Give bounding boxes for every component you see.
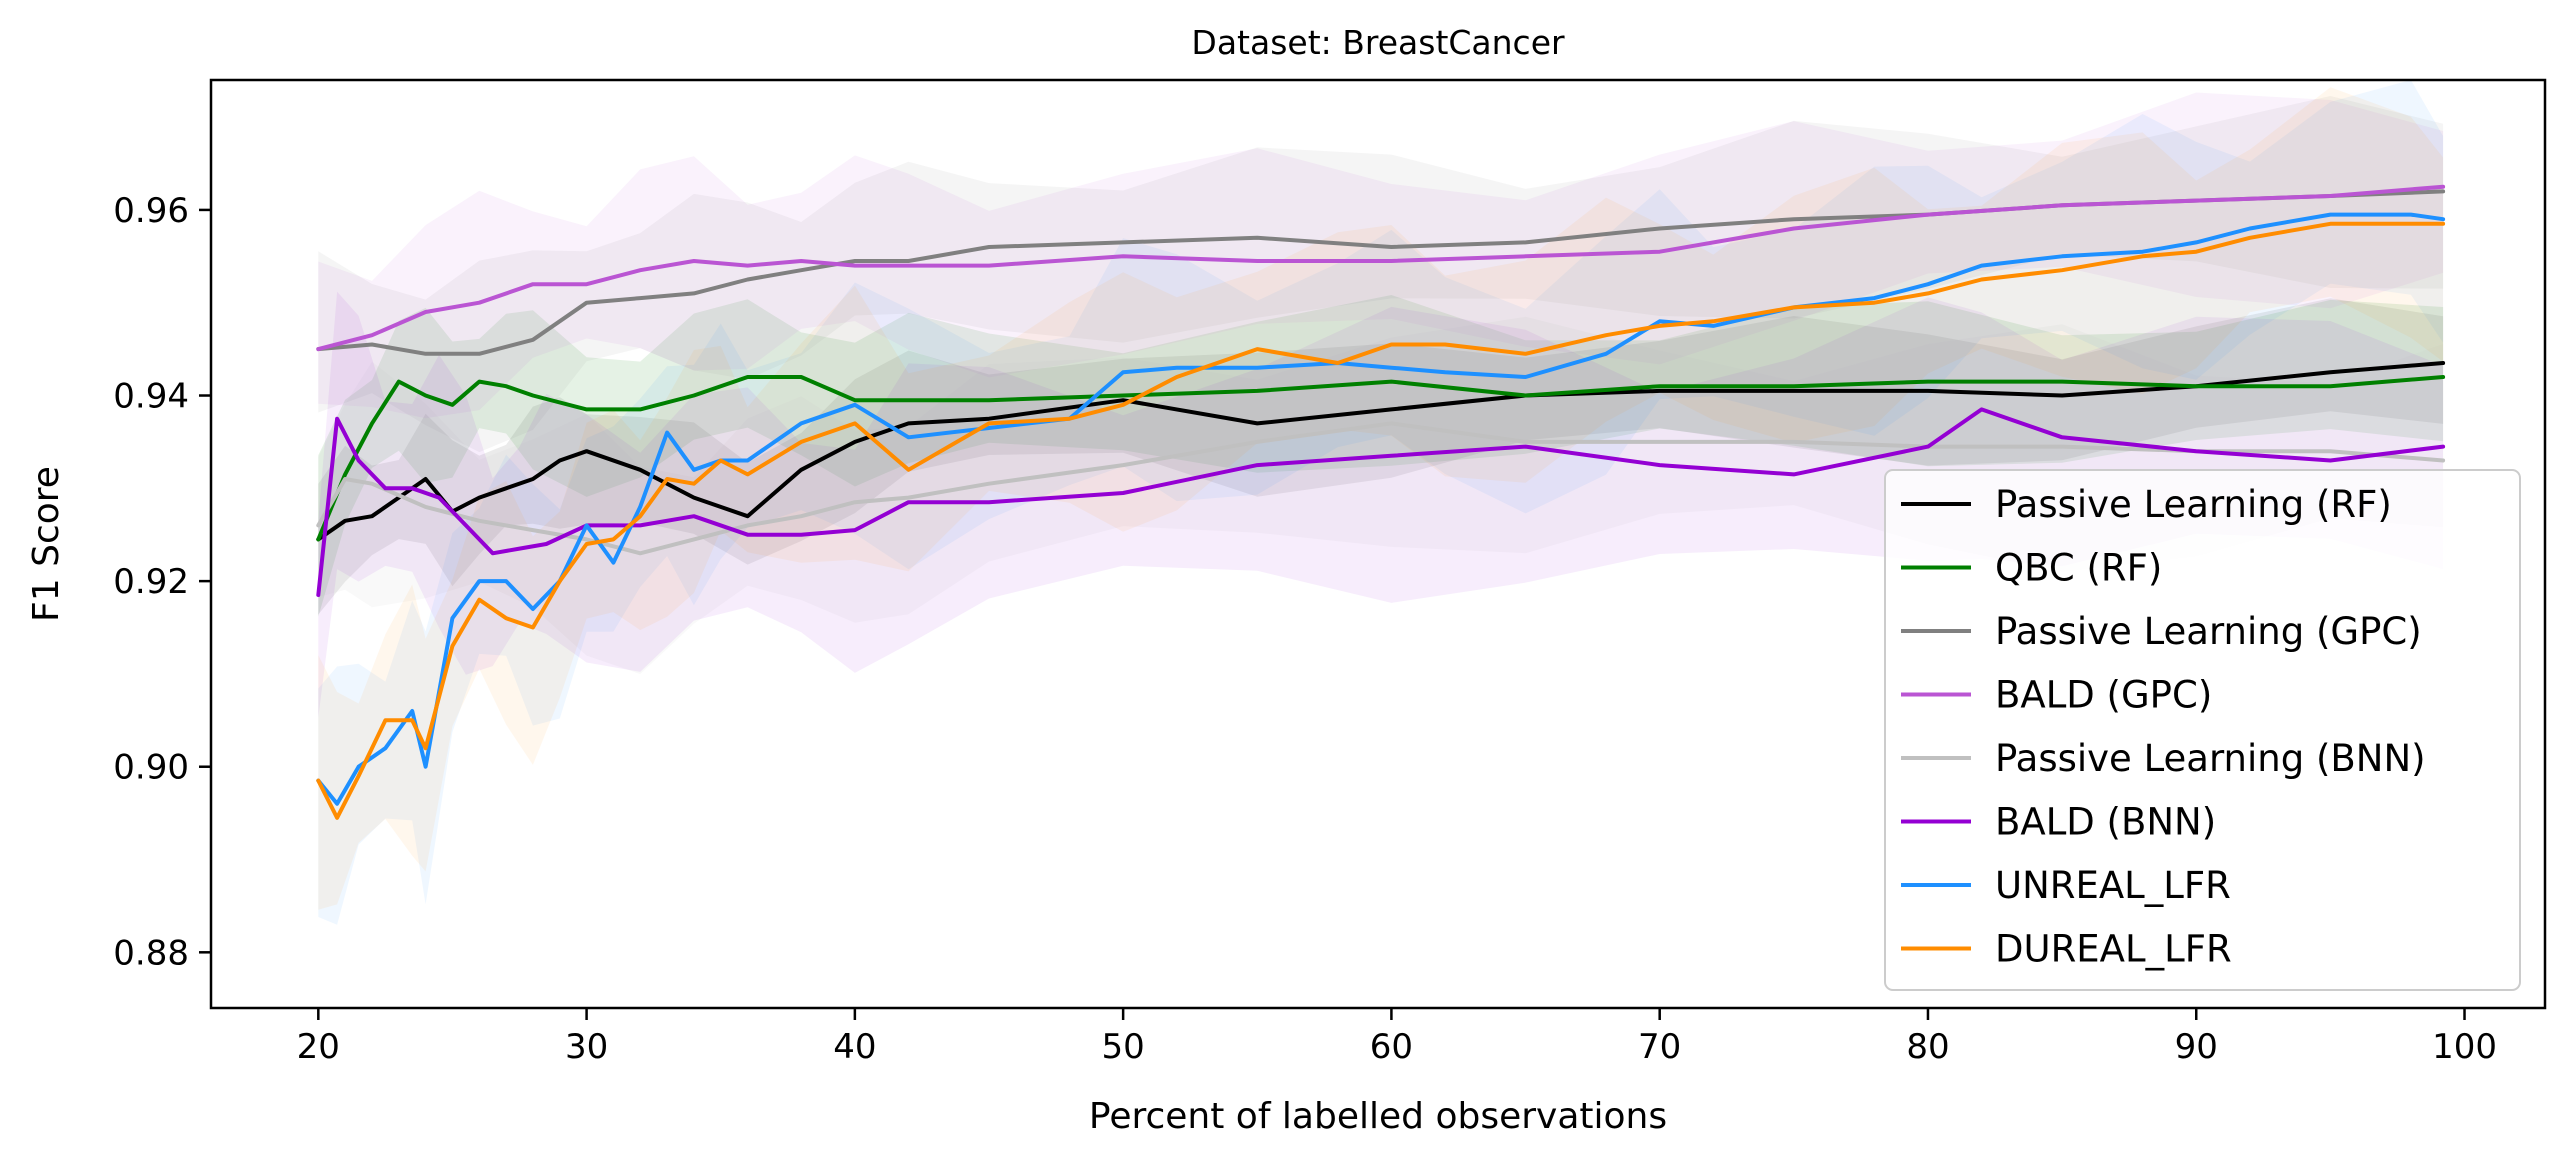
series-line-bald-bnn: [316, 407, 2446, 597]
plot-frame: [209, 78, 2547, 1010]
band-passive-learning-gpc: [318, 96, 2444, 453]
x-tick-label: 100: [2432, 1027, 2497, 1067]
series-lines: [316, 184, 2446, 820]
legend: Passive Learning (RF) QBC (RF) Passive Lea…: [1884, 469, 2521, 991]
x-tick-label: 30: [565, 1027, 608, 1067]
y-tick-label: 0.88: [113, 933, 189, 973]
series-line-dureal-lfr: [316, 221, 2446, 820]
y-axis: 0.88 0.90 0.92 0.94 0.96: [113, 191, 211, 973]
x-axis-label: Percent of labelled observations: [1089, 1096, 1667, 1137]
legend-label: Passive Learning (GPC): [1995, 610, 2422, 653]
y-tick-label: 0.92: [113, 562, 189, 602]
x-tick-label: 20: [297, 1027, 340, 1067]
legend-label: BALD (GPC): [1995, 674, 2212, 717]
x-tick-label: 80: [1906, 1027, 1949, 1067]
x-tick-label: 40: [833, 1027, 876, 1067]
band-passive-learning-bnn: [318, 316, 2444, 674]
confidence-bands: [318, 80, 2444, 925]
series-line-bald-gpc: [316, 184, 2446, 352]
legend-label: Passive Learning (BNN): [1995, 737, 2426, 780]
band-bald-gpc: [318, 92, 2444, 419]
y-axis-label: F1 Score: [26, 466, 67, 622]
band-dureal-lfr: [318, 87, 2444, 910]
series-line-qbc-rf: [316, 375, 2446, 542]
x-tick-label: 70: [1638, 1027, 1681, 1067]
y-tick-label: 0.94: [113, 377, 189, 417]
x-tick-label: 50: [1102, 1027, 1145, 1067]
legend-label: Passive Learning (RF): [1995, 483, 2392, 526]
y-tick-label: 0.96: [113, 191, 189, 231]
y-tick-label: 0.90: [113, 748, 189, 788]
legend-box: [1884, 469, 2521, 991]
legend-label: BALD (BNN): [1995, 801, 2216, 844]
legend-label: DUREAL_LFR: [1995, 928, 2232, 971]
x-tick-label: 90: [2175, 1027, 2218, 1067]
band-unreal-lfr: [318, 80, 2444, 925]
x-axis: 20 30 40 50 60 70 80 90 100: [297, 1008, 2497, 1067]
band-bald-bnn: [318, 291, 2444, 718]
series-line-unreal-lfr: [316, 212, 2446, 806]
x-tick-label: 60: [1370, 1027, 1413, 1067]
legend-label: QBC (RF): [1995, 547, 2162, 590]
chart-title: Dataset: BreastCancer: [1191, 23, 1565, 62]
legend-label: UNREAL_LFR: [1995, 864, 2231, 907]
